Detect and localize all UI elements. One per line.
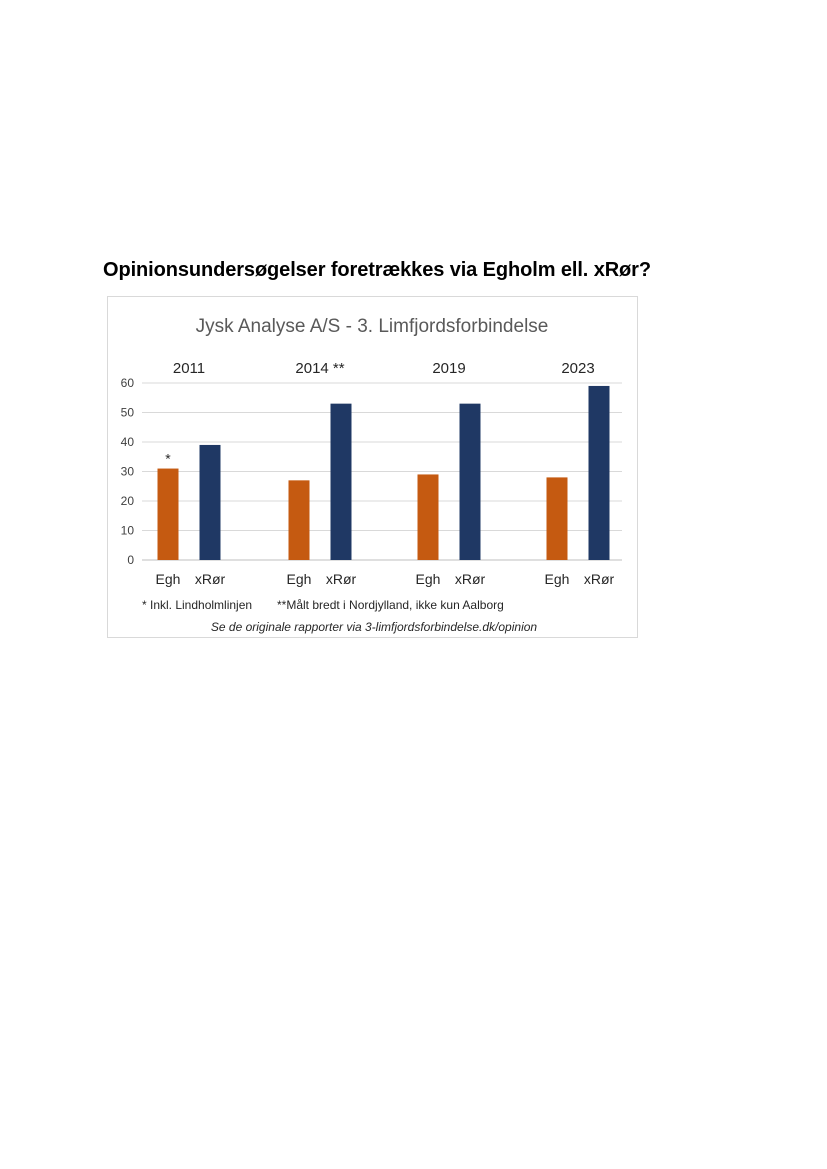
chart-canvas: Jysk Analyse A/S - 3. Limfjordsforbindel… (121, 316, 622, 634)
category-label: Egh (545, 571, 570, 587)
category-label: xRør (326, 571, 357, 587)
category-label: xRør (584, 571, 615, 587)
source-note: Se de originale rapporter via 3-limfjord… (211, 620, 538, 634)
bar-xrør (459, 403, 481, 560)
gridlines (142, 382, 622, 561)
y-tick-label: 40 (121, 435, 135, 449)
year-label: 2023 (561, 360, 594, 377)
bar-egh (546, 477, 568, 560)
y-tick-label: 10 (121, 524, 135, 538)
category-label: Egh (287, 571, 312, 587)
year-label: 2014 ** (295, 360, 344, 377)
bar-xrør (199, 444, 221, 560)
bar-egh (417, 474, 439, 560)
page-heading: Opinionsundersøgelser foretrækkes via Eg… (103, 259, 651, 281)
y-tick-label: 60 (121, 376, 135, 390)
year-label: 2019 (432, 360, 465, 377)
bar-xrør (588, 385, 610, 560)
category-label: xRør (455, 571, 486, 587)
footnote-1: * Inkl. Lindholmlinjen (142, 598, 252, 612)
year-label: 2011 (173, 360, 205, 377)
bar-egh (288, 480, 310, 560)
category-label: Egh (156, 571, 181, 587)
category-label: xRør (195, 571, 226, 587)
y-axis-ticks: 0 10 20 30 40 50 60 (121, 376, 135, 567)
category-labels: Egh xRør Egh xRør Egh xRør Egh xRør (156, 571, 615, 587)
bar-egh (157, 468, 179, 560)
year-labels: 2011 2014 ** 2019 2023 (173, 360, 595, 377)
category-label: Egh (416, 571, 441, 587)
chart-title: Jysk Analyse A/S - 3. Limfjordsforbindel… (196, 316, 549, 337)
bar-marker: * (165, 451, 171, 467)
y-tick-label: 50 (121, 406, 135, 420)
y-tick-label: 20 (121, 494, 135, 508)
y-tick-label: 0 (127, 553, 134, 567)
bar-xrør (330, 403, 352, 560)
footnote-2: **Målt bredt i Nordjylland, ikke kun Aal… (277, 598, 504, 612)
bar-chart: Jysk Analyse A/S - 3. Limfjordsforbindel… (107, 296, 638, 638)
bars: * (157, 385, 610, 560)
y-tick-label: 30 (121, 465, 135, 479)
